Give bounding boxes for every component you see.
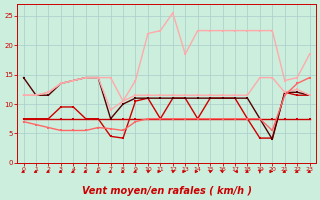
X-axis label: Vent moyen/en rafales ( km/h ): Vent moyen/en rafales ( km/h ) [82, 186, 252, 196]
